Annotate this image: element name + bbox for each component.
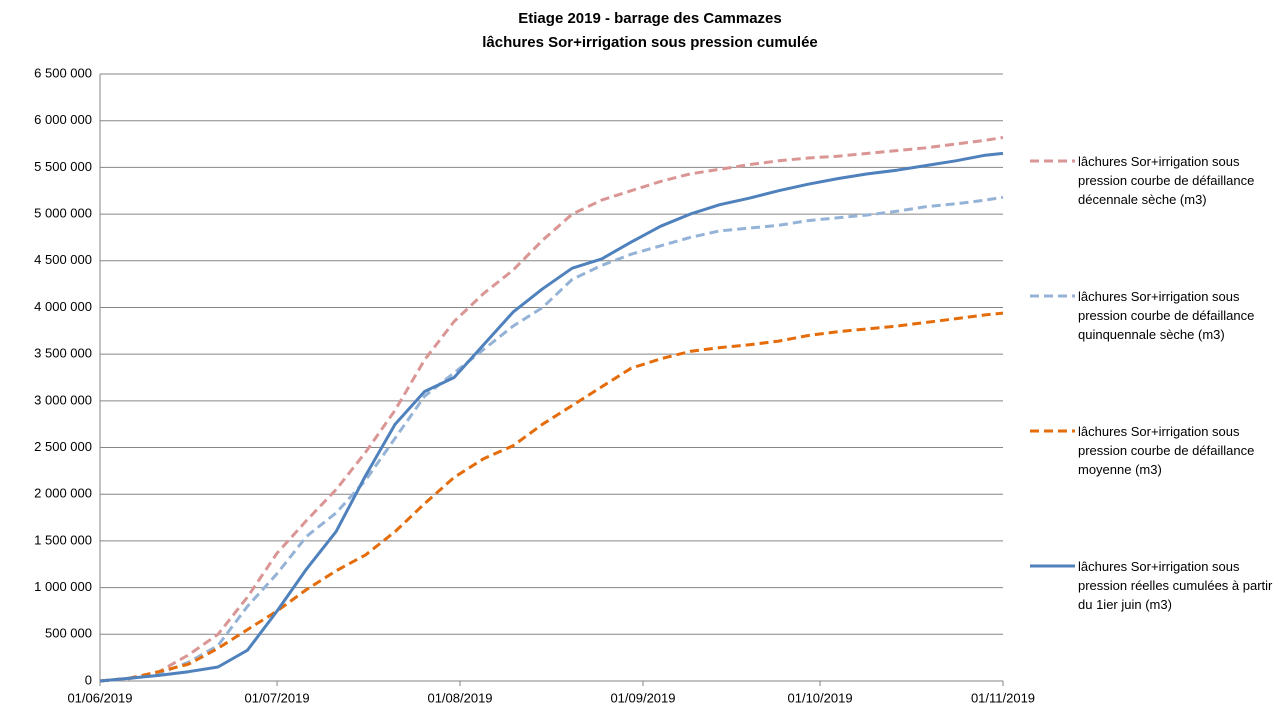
y-tick-label: 2 000 000 [34, 486, 92, 501]
x-tick-label: 01/06/2019 [67, 690, 132, 705]
y-tick-label: 5 500 000 [34, 159, 92, 174]
y-tick-label: 5 000 000 [34, 206, 92, 221]
x-tick-label: 01/08/2019 [427, 690, 492, 705]
y-tick-label: 6 500 000 [34, 65, 92, 80]
series-line [99, 311, 1004, 683]
y-tick-label: 4 000 000 [34, 299, 92, 314]
legend-label: lâchures Sor+irrigation sous pression co… [1078, 154, 1255, 207]
y-tick-label: 1 000 000 [34, 579, 92, 594]
y-tick-label: 3 500 000 [34, 346, 92, 361]
y-tick-label: 3 000 000 [34, 392, 92, 407]
x-tick-label: 01/10/2019 [788, 690, 853, 705]
y-tick-label: 1 500 000 [34, 532, 92, 547]
y-tick-label: 6 000 000 [34, 112, 92, 127]
x-tick-label: 01/07/2019 [245, 690, 310, 705]
legend-label: lâchures Sor+irrigation sous pression ré… [1078, 559, 1273, 612]
y-tick-label: 0 [85, 672, 92, 687]
series-line [99, 151, 1004, 683]
y-tick-label: 2 500 000 [34, 439, 92, 454]
legend-label: lâchures Sor+irrigation sous pression co… [1078, 424, 1255, 477]
series-line [99, 195, 1004, 683]
y-tick-label: 500 000 [45, 626, 92, 641]
y-tick-label: 4 500 000 [34, 252, 92, 267]
chart-title: Etiage 2019 - barrage des Cammazes [518, 10, 781, 27]
legend-label: lâchures Sor+irrigation sous pression co… [1078, 289, 1255, 342]
chart-subtitle: lâchures Sor+irrigation sous pression cu… [482, 34, 818, 51]
series-line [99, 136, 1004, 683]
x-tick-label: 01/09/2019 [610, 690, 675, 705]
x-tick-label: 01/11/2019 [971, 690, 1035, 705]
